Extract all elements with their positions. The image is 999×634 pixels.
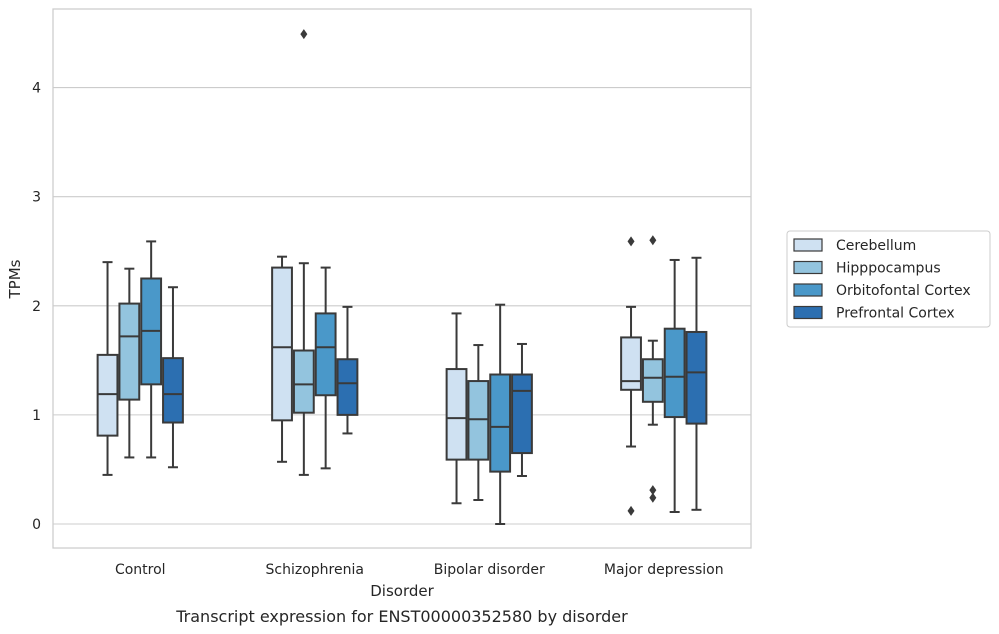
outlier-marker <box>649 492 657 503</box>
box-cerebellum <box>445 312 468 505</box>
box-hipppocampus <box>292 29 315 476</box>
legend-items: Cerebellum Hipppocampus Orbitofontal Corte… <box>793 238 971 322</box>
legend: Cerebellum Hipppocampus Orbitofontal Corte… <box>786 230 991 328</box>
outlier-marker <box>300 29 308 40</box>
box-orbitofontal-cortex <box>489 303 512 525</box>
y-tick-label: 1 <box>32 408 41 424</box>
outlier-marker <box>649 235 657 246</box>
legend-swatch <box>793 238 823 252</box>
legend-label: Cerebellum <box>836 238 916 254</box>
iqr-box <box>292 349 315 414</box>
box-orbitofontal-cortex <box>140 240 163 459</box>
box-prefrontal-cortex <box>162 286 184 469</box>
box-cerebellum <box>271 255 293 463</box>
iqr-box <box>336 358 359 416</box>
box-hipppocampus <box>467 344 490 501</box>
x-tick-label: Bipolar disorder <box>434 562 545 578</box>
legend-label: Prefrontal Cortex <box>836 306 955 322</box>
iqr-box <box>96 353 119 437</box>
y-axis-label: TPMs <box>6 259 24 299</box>
chart-caption: Transcript expression for ENST0000035258… <box>175 607 628 626</box>
box-cerebellum <box>620 236 642 516</box>
y-tick-label: 3 <box>32 190 41 206</box>
iqr-box <box>467 380 490 461</box>
y-tick-label: 2 <box>32 299 41 315</box>
outlier-marker <box>627 505 635 516</box>
x-tick-label: Control <box>115 562 166 578</box>
iqr-box <box>162 357 184 424</box>
iqr-box <box>620 336 642 391</box>
box-prefrontal-cortex <box>685 256 708 511</box>
legend-swatch <box>793 260 823 275</box>
iqr-box <box>511 373 533 455</box>
legend-swatch <box>793 305 823 320</box>
y-tick-label: 4 <box>32 81 41 97</box>
x-tick-label: Schizophrenia <box>266 562 364 578</box>
iqr-box <box>118 302 141 401</box>
iqr-box <box>314 312 337 397</box>
x-tick-label: Major depression <box>604 562 724 578</box>
outlier-marker <box>649 485 657 496</box>
outlier-marker <box>627 236 635 247</box>
box-prefrontal-cortex <box>336 305 359 435</box>
boxes <box>96 29 708 525</box>
x-axis-label: Disorder <box>370 582 434 600</box>
box-cerebellum <box>96 261 119 476</box>
box-hipppocampus <box>118 267 141 459</box>
iqr-box <box>271 266 293 422</box>
box-prefrontal-cortex <box>511 342 533 477</box>
iqr-box <box>641 358 664 403</box>
box-hipppocampus <box>641 235 664 503</box>
x-axis-ticks: Control Schizophrenia Bipolar disorder Majo… <box>115 562 724 578</box>
legend-label: Hipppocampus <box>836 261 941 277</box>
box-orbitofontal-cortex <box>314 266 337 470</box>
iqr-box <box>685 330 708 425</box>
legend-swatch <box>793 283 823 297</box>
legend-frame <box>786 230 991 328</box>
legend-label: Orbitofontal Cortex <box>836 283 971 299</box>
y-axis-ticks: 0 1 2 3 4 <box>32 81 41 533</box>
box-orbitofontal-cortex <box>663 258 686 513</box>
iqr-box <box>489 373 512 473</box>
iqr-box <box>445 368 468 461</box>
y-tick-label: 0 <box>32 517 41 533</box>
plot-frame <box>52 8 752 549</box>
iqr-box <box>663 327 686 419</box>
